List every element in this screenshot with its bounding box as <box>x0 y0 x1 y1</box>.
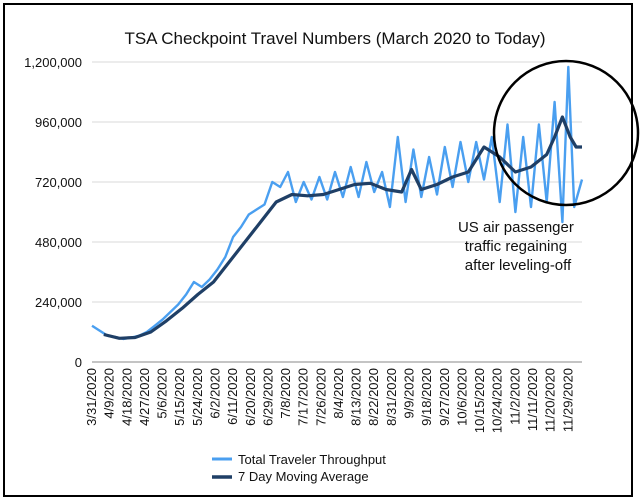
x-tick-label: 7/8/2020 <box>278 368 293 419</box>
chart-title: TSA Checkpoint Travel Numbers (March 202… <box>124 29 545 48</box>
chart-frame <box>3 3 633 497</box>
series-total-traveler-throughput <box>91 65 584 341</box>
x-tick-label: 11/20/2020 <box>543 368 558 432</box>
x-tick-label: 9/18/2020 <box>419 368 434 426</box>
x-tick-label: 11/11/2020 <box>525 368 540 431</box>
y-axis: 0 240,000 480,000 720,000 960,000 1,200,000 <box>24 55 82 370</box>
x-tick-label: 6/20/2020 <box>243 368 258 426</box>
y-tick-label: 720,000 <box>35 175 82 190</box>
series-7-day-moving-average <box>103 115 582 340</box>
x-tick-label: 10/6/2020 <box>454 368 469 426</box>
x-tick-label: 9/9/2020 <box>402 368 417 419</box>
x-tick-label: 9/27/2020 <box>437 368 452 426</box>
x-tick-label: 8/31/2020 <box>384 368 399 426</box>
x-tick-label: 6/2/2020 <box>207 368 222 419</box>
y-tick-label: 960,000 <box>35 115 82 130</box>
x-tick-label: 6/11/2020 <box>225 368 240 425</box>
grid-lines <box>92 61 582 303</box>
x-tick-label: 11/2/2020 <box>507 368 522 425</box>
x-tick-label: 3/31/2020 <box>84 368 99 426</box>
x-tick-label: 7/26/2020 <box>313 368 328 426</box>
x-tick-label: 8/13/2020 <box>349 368 364 426</box>
annotation-line-3: after leveling-off <box>465 257 572 274</box>
legend: Total Traveler Throughput 7 Day Moving A… <box>212 452 386 484</box>
x-tick-label: 10/15/2020 <box>472 368 487 433</box>
legend-label-moving-average: 7 Day Moving Average <box>238 469 369 484</box>
x-tick-label: 8/4/2020 <box>331 368 346 419</box>
x-tick-label: 5/24/2020 <box>190 368 205 426</box>
annotation-line-2: traffic regaining <box>465 238 567 255</box>
y-tick-label: 480,000 <box>35 235 82 250</box>
y-tick-label: 240,000 <box>35 295 82 310</box>
y-tick-label: 1,200,000 <box>24 55 82 70</box>
x-tick-label: 4/9/2020 <box>102 368 117 419</box>
legend-label-throughput: Total Traveler Throughput <box>238 452 386 467</box>
annotation-text: US air passenger traffic regaining after… <box>458 219 578 274</box>
x-tick-label: 4/18/2020 <box>119 368 134 426</box>
annotation-line-1: US air passenger <box>458 219 574 236</box>
y-tick-label: 0 <box>75 355 82 370</box>
x-tick-label: 6/29/2020 <box>260 368 275 426</box>
x-tick-label: 10/24/2020 <box>490 368 505 433</box>
x-tick-label: 11/29/2020 <box>560 368 575 432</box>
x-tick-label: 5/15/2020 <box>172 368 187 426</box>
x-tick-label: 4/27/2020 <box>137 368 152 426</box>
x-tick-label: 7/17/2020 <box>296 368 311 426</box>
highlight-circle <box>492 59 640 207</box>
x-tick-label: 5/6/2020 <box>155 368 170 419</box>
x-tick-label: 8/22/2020 <box>366 368 381 426</box>
x-axis: 3/31/2020 4/9/2020 4/18/2020 4/27/2020 5/6/2… <box>84 368 575 433</box>
